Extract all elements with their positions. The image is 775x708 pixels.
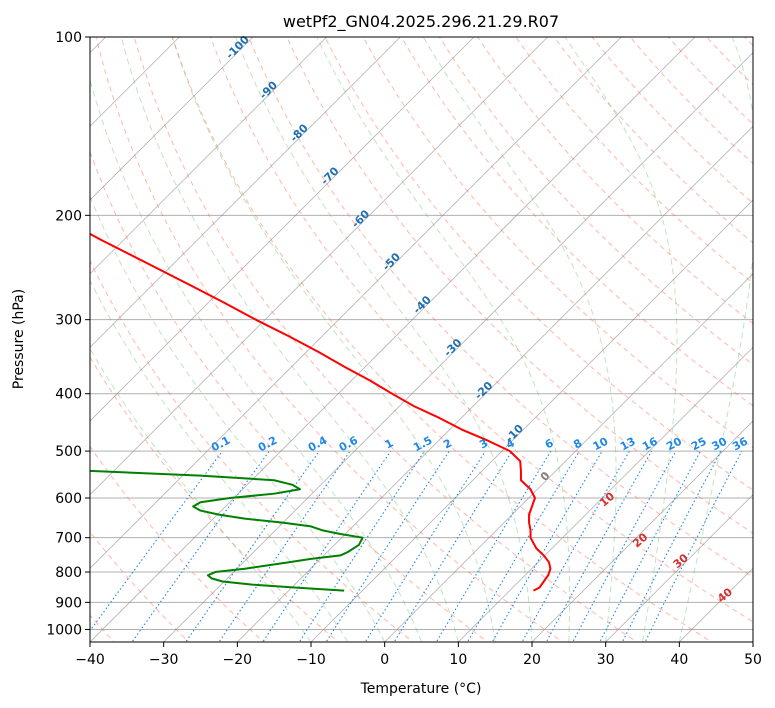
dry-adiabat-line — [770, 24, 775, 645]
isotherm-line — [531, 420, 753, 642]
mixing-ratio-label: 16 — [640, 435, 660, 454]
isotherm-line — [458, 346, 753, 642]
plot-frame — [89, 36, 754, 643]
isotherm-line — [752, 641, 753, 642]
mixing-ratio-line — [325, 450, 450, 642]
mixing-ratio-label: 10 — [591, 434, 611, 453]
moist-adiabat-line — [678, 37, 753, 642]
dry-adiabat-line — [248, 37, 753, 578]
chart-title: wetPf2_GN04.2025.296.21.29.R07 — [283, 12, 559, 32]
y-tick-label: 100 — [55, 30, 82, 46]
isotherm-line — [237, 125, 753, 642]
moist-adiabat-line — [235, 37, 533, 642]
dry-adiabat-line — [171, 37, 713, 642]
mixing-ratio-line — [90, 450, 223, 632]
x-tick-label: 0 — [380, 652, 389, 668]
y-tick-label: 300 — [55, 313, 82, 329]
isotherm-line — [90, 37, 254, 201]
isotherm-line — [605, 494, 753, 642]
mixing-ratio-line — [466, 450, 580, 642]
moist-adiabat-line — [90, 78, 422, 642]
dry-adiabat-line — [515, 37, 753, 284]
profile-lines — [90, 232, 552, 592]
y-tick-label: 400 — [55, 387, 82, 403]
mixing-ratio-label: 25 — [689, 435, 709, 454]
isotherm-line — [90, 37, 696, 642]
moist-adiabat-line — [90, 195, 386, 642]
mixing-ratio-line — [131, 450, 270, 642]
y-tick-label: 800 — [55, 565, 82, 581]
y-tick-label: 600 — [55, 491, 82, 507]
y-axis-title: Pressure (hPa) — [11, 289, 27, 389]
isotherm-line — [90, 37, 475, 422]
mixing-ratio-label: 20 — [664, 434, 684, 453]
y-tick-label: 200 — [55, 208, 82, 224]
x-tick-label: −20 — [223, 652, 253, 668]
x-tick-label: 10 — [449, 652, 467, 668]
temperature-line — [90, 232, 552, 592]
isotherm-line — [90, 37, 622, 569]
mixing-ratio-line — [218, 450, 351, 642]
dry-adiabat-line — [95, 37, 564, 642]
moist-adiabat-line — [422, 37, 617, 642]
mixing-ratio-label: 13 — [618, 435, 638, 454]
dry-adiabat-line — [90, 356, 339, 642]
moist-adiabat-line — [90, 347, 312, 642]
mixing-ratio-line — [621, 450, 722, 642]
mixing-ratio-line — [262, 450, 392, 642]
mixing-ratio-line — [364, 450, 486, 642]
dry-adiabat-line — [400, 37, 753, 407]
dry-adiabat-line — [90, 259, 414, 642]
x-tick-label: −30 — [149, 652, 179, 668]
mixing-ratio-line — [599, 450, 702, 642]
dry-adiabat-line — [133, 37, 638, 642]
mixing-ratio-line — [393, 450, 513, 642]
mixing-ratio-label: 36 — [730, 435, 750, 454]
isotherm-line — [310, 199, 753, 642]
plot-background — [90, 37, 753, 642]
moist-adiabat-line — [120, 37, 459, 642]
moist-adiabat-line — [171, 37, 496, 642]
isotherm-line — [163, 52, 753, 642]
axes: −40 −30 −20 −10 0 10 20 30 40 50 100 200 300 400 500 60… — [46, 30, 762, 668]
mixing-ratio-line — [298, 450, 425, 642]
x-axis-title: Temperature (°C) — [360, 681, 482, 697]
mixing-ratio-line — [572, 450, 677, 642]
x-tick-label: 20 — [523, 652, 541, 668]
y-tick-label: 500 — [55, 444, 82, 460]
dry-adiabat-line — [209, 37, 753, 623]
y-tick-label: 1000 — [46, 622, 82, 638]
dewpoint-line — [90, 469, 364, 592]
y-tick-label: 700 — [55, 531, 82, 547]
isotherm-line — [90, 37, 327, 275]
isotherm-line — [90, 37, 548, 496]
x-tick-label: −10 — [296, 652, 326, 668]
mixing-ratio-line — [185, 450, 320, 642]
y-tick-label: 900 — [55, 595, 82, 611]
dry-adiabat-line — [324, 37, 753, 491]
dry-adiabat-line — [286, 37, 753, 534]
moist-adiabat-line — [316, 37, 571, 642]
isotherm-line — [90, 37, 401, 348]
x-tick-label: −40 — [75, 652, 105, 668]
background-lines — [90, 24, 775, 645]
x-tick-label: 50 — [744, 652, 762, 668]
isotherm-line — [384, 273, 753, 642]
dry-adiabat-line — [90, 150, 489, 642]
x-tick-label: 40 — [670, 652, 688, 668]
moist-adiabat-line — [564, 37, 678, 642]
x-tick-label: 30 — [597, 652, 615, 668]
mixing-ratio-label: 30 — [710, 435, 730, 454]
